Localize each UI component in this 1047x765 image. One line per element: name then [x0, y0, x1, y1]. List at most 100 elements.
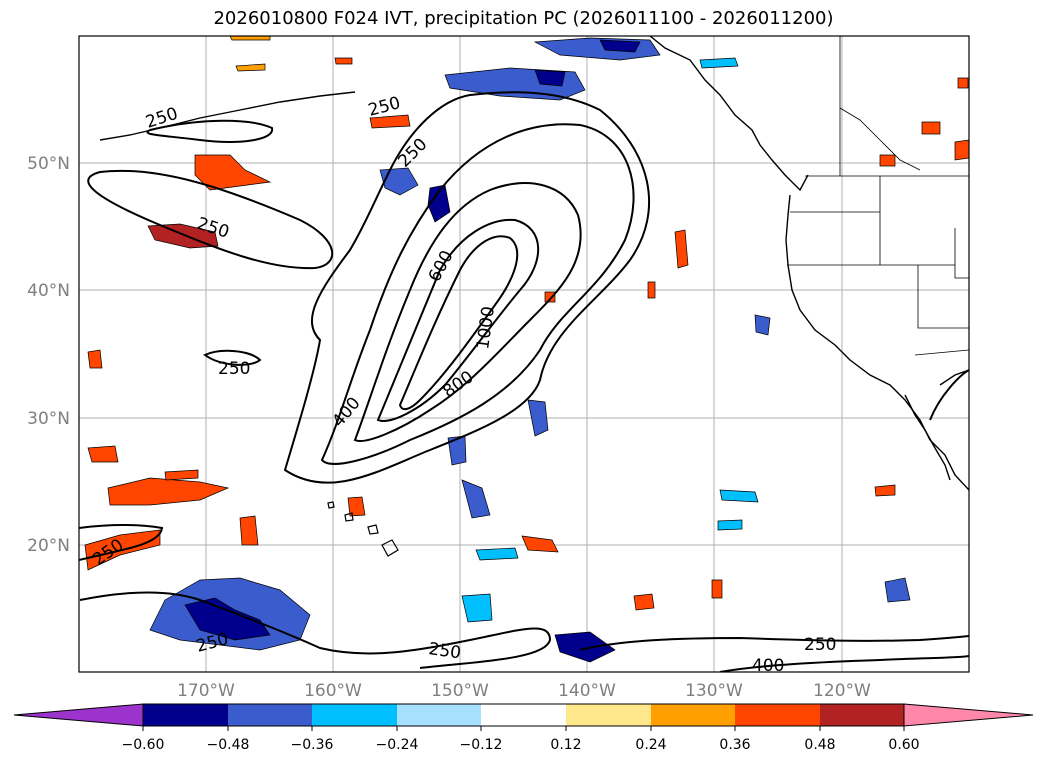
colorbar-tick-6: 0.12 [550, 737, 581, 753]
coastline-baja [904, 394, 951, 481]
colorbar-bin-6 [566, 704, 651, 726]
colorbar-tick-3: −0.36 [291, 737, 334, 753]
neg-blob-mid-2 [461, 479, 491, 519]
neg-blob-east-1 [754, 314, 771, 336]
colorbar-bin-7 [651, 704, 735, 726]
neg-blob-east-2 [719, 489, 759, 503]
neg-blob-mid-4 [461, 593, 493, 623]
colorbar-tick-4: −0.24 [376, 737, 419, 753]
coastline-west-us [785, 194, 969, 491]
coastline-alaska-bc [649, 36, 809, 192]
contour-400-se [719, 655, 969, 672]
pos-blob-w-4 [87, 349, 103, 369]
pos-blob-c-5 [544, 291, 556, 303]
pos-blob-e-6 [957, 77, 969, 89]
island-hawaii [381, 539, 399, 557]
ivt-contours [79, 91, 969, 672]
contour-250-main [283, 91, 651, 484]
pos-blob-e-3 [921, 121, 941, 135]
border-alaska [839, 107, 921, 171]
pos-blob-c-2 [347, 496, 366, 517]
colorbar-bin-8 [735, 704, 820, 726]
longitude-labels: 170°W 160°W 150°W 140°W 130°W 120°W [177, 681, 871, 701]
neg-blob-north-coast-core [599, 39, 641, 53]
pos-blob-n-3 [334, 57, 353, 65]
colorbar-bin-3 [312, 704, 397, 726]
pos-blob-w-6 [164, 469, 199, 481]
clab-400-b: 400 [752, 656, 784, 676]
contour-250-sw [79, 591, 552, 669]
colorbar-extend-max [903, 703, 1034, 727]
colorbar-bin-1 [143, 704, 228, 726]
colorbar-tick-marks [142, 726, 905, 731]
clab-250-i: 250 [804, 635, 836, 655]
border-ca-az [954, 228, 969, 279]
coastline-aleutians [99, 91, 356, 141]
pos-blob-e-1 [633, 593, 655, 611]
colorbar-tick-5: −0.12 [460, 737, 503, 753]
clab-250-h: 250 [427, 639, 462, 663]
island-kauai [327, 501, 335, 509]
contour-250-north [146, 119, 274, 143]
pos-blob-nw-1 [194, 154, 272, 191]
neg-blob-center-north [379, 167, 419, 196]
contour-250-south [79, 524, 164, 561]
negative-anomaly-shading [149, 37, 911, 663]
contour-800 [376, 218, 540, 422]
colorbar-tick-10: 0.60 [888, 737, 919, 753]
colorbar: −0.60 −0.48 −0.36 −0.24 −0.12 0.12 0.24 … [13, 703, 1034, 753]
colorbar-tick-7: 0.24 [635, 737, 666, 753]
lon-label-120w: 120°W [813, 681, 871, 701]
colorbar-bin-4 [397, 704, 481, 726]
lon-label-170w: 170°W [177, 681, 235, 701]
pos-blob-c-1 [521, 535, 559, 553]
political-borders [787, 36, 969, 356]
lon-label-150w: 150°W [431, 681, 489, 701]
latitude-labels: 50°N 40°N 30°N 20°N [27, 154, 70, 556]
figure-title: 2026010800 F024 IVT, precipitation PC (2… [213, 8, 834, 29]
lon-label-130w: 130°W [685, 681, 743, 701]
border-mexico [914, 349, 969, 356]
neg-blob-east-4 [717, 519, 743, 531]
contour-250-east [929, 369, 969, 421]
neg-blob-south-pacific-core [184, 597, 271, 641]
neg-blob-se-core [554, 631, 616, 663]
contour-1000 [398, 235, 519, 411]
pos-blob-e-5 [874, 484, 896, 497]
map-background [79, 36, 969, 672]
pos-blob-nw-3 [369, 114, 411, 129]
pos-blob-e-4 [954, 139, 969, 161]
colorbar-tick-8: 0.36 [719, 737, 750, 753]
pos-blob-w-1 [107, 477, 230, 506]
lon-label-140w: 140°W [558, 681, 616, 701]
pos-blob-e-2 [711, 579, 723, 599]
neg-blob-mid-3 [527, 399, 549, 437]
colorbar-bin-2 [228, 704, 312, 726]
neg-blob-mid-5 [475, 547, 519, 561]
coastline [99, 36, 969, 491]
neg-blob-east-5 [699, 57, 739, 69]
lat-label-40n: 40°N [27, 281, 70, 301]
lat-label-50n: 50°N [27, 154, 70, 174]
pos-blob-w-2 [87, 445, 119, 463]
neg-blob-gulf-alaska-core [534, 69, 566, 87]
colorbar-frame [142, 703, 905, 727]
contour-250-nw [87, 169, 334, 270]
colorbar-bin-5 [481, 704, 566, 726]
colorbar-extend-min [13, 703, 144, 727]
contour-250-small [203, 349, 262, 366]
lat-label-30n: 30°N [27, 409, 70, 429]
hawaiian-islands [327, 501, 399, 557]
island-maui [367, 524, 379, 535]
colorbar-tick-2: −0.48 [207, 737, 250, 753]
colorbar-tick-9: 0.48 [804, 737, 835, 753]
neg-blob-mid-1 [447, 435, 467, 466]
lat-label-20n: 20°N [27, 536, 70, 556]
colorbar-bin-9 [820, 704, 904, 726]
pos-blob-c-4 [647, 281, 656, 299]
pos-blob-w-5 [239, 515, 259, 546]
contour-400 [320, 123, 635, 465]
neg-blob-east-3 [884, 577, 911, 603]
border-nv [917, 265, 969, 329]
